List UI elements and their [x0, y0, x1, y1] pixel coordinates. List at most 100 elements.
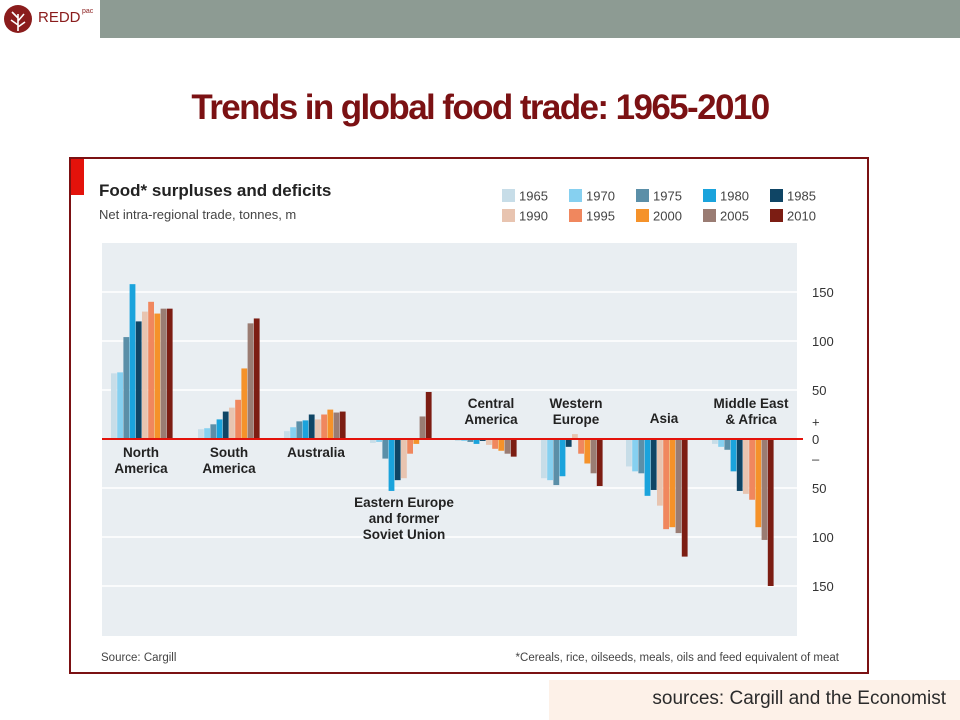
bar-1975-4 [467, 439, 474, 442]
bar-2010-3 [425, 391, 432, 439]
legend-swatch-2000 [636, 209, 649, 222]
legend-label-1970: 1970 [586, 189, 615, 204]
legend-swatch-1990 [502, 209, 515, 222]
slide-title: Trends in global food trade: 1965-2010 [191, 88, 770, 127]
bar-1980-5 [559, 439, 566, 477]
top-bar: REDD pac [0, 0, 960, 38]
legend-swatch-2010 [770, 209, 783, 222]
logo-superscript: pac [82, 8, 94, 15]
bar-1985-6 [650, 439, 657, 490]
category-label: South [210, 445, 248, 460]
chart-footnote: *Cereals, rice, oilseeds, meals, oils an… [516, 652, 840, 664]
category-label: Western [549, 396, 602, 411]
bar-1975-7 [724, 439, 731, 450]
category-label: and former [369, 511, 440, 526]
bar-1995-4 [492, 439, 498, 449]
bar-1985-7 [736, 439, 743, 491]
legend-label-2000: 2000 [653, 209, 682, 224]
bar-1965-2 [284, 431, 290, 439]
bar-1995-3 [407, 439, 413, 454]
category-label: Asia [650, 411, 679, 426]
chart-accent-tab [71, 159, 84, 195]
legend-label-1965: 1965 [519, 189, 548, 204]
category-label: Middle East [713, 396, 789, 411]
bar-1995-5 [578, 439, 584, 454]
bar-1970-6 [632, 439, 638, 472]
bar-1970-7 [718, 439, 724, 447]
legend-swatch-1995 [569, 209, 582, 222]
source-note-text: sources: Cargill and the Economist [652, 688, 946, 709]
y-tick-label: 150 [812, 285, 834, 300]
chart-title: Food* surpluses and deficits [99, 181, 331, 200]
bar-2000-3 [413, 439, 420, 444]
logo: REDD pac [0, 0, 100, 38]
bar-1990-7 [743, 439, 749, 494]
category-label: Europe [553, 412, 600, 427]
bar-1995-6 [663, 439, 669, 530]
bar-1980-4 [473, 439, 480, 444]
bar-2010-1 [253, 318, 260, 439]
bar-1975-5 [553, 439, 560, 486]
bar-1965-1 [198, 429, 204, 439]
legend-swatch-1985 [770, 189, 783, 202]
category-label: Eastern Europe [354, 495, 454, 510]
legend-swatch-1975 [636, 189, 649, 202]
bar-1980-1 [216, 419, 223, 439]
bar-1990-2 [315, 419, 321, 439]
bar-1980-0 [129, 284, 136, 439]
bar-2005-6 [675, 439, 682, 534]
chart-frame: Food* surpluses and deficits Net intra-r… [69, 157, 869, 674]
bar-1995-7 [749, 439, 755, 500]
bar-2005-2 [333, 412, 340, 439]
bar-1995-0 [148, 301, 154, 439]
category-label: Soviet Union [363, 527, 446, 542]
y-tick-label: 50 [812, 383, 826, 398]
redd-pac-logo-icon [4, 5, 32, 33]
bar-1970-1 [204, 428, 210, 439]
bar-1990-5 [572, 434, 578, 439]
bar-2000-0 [154, 313, 161, 439]
bar-1990-1 [229, 407, 235, 439]
legend-label-1985: 1985 [787, 189, 816, 204]
bar-2010-7 [767, 439, 774, 586]
bar-1965-3 [370, 439, 376, 443]
y-sign-plus: + [812, 414, 820, 429]
legend-swatch-1980 [703, 189, 716, 202]
bar-2000-6 [669, 439, 676, 528]
bar-1970-2 [290, 427, 296, 439]
legend-label-2005: 2005 [720, 209, 749, 224]
bar-1975-0 [123, 337, 130, 439]
bar-2005-5 [590, 439, 597, 474]
bar-1970-0 [117, 372, 123, 439]
logo-text: REDD [38, 9, 81, 26]
legend-label-2010: 2010 [787, 209, 816, 224]
chart-subtitle: Net intra-regional trade, tonnes, m [99, 207, 296, 222]
legend-swatch-1965 [502, 189, 515, 202]
bar-1965-5 [541, 439, 547, 479]
bar-2005-3 [419, 416, 426, 439]
bar-1975-1 [210, 424, 217, 439]
bar-1965-0 [111, 373, 117, 439]
bar-2010-2 [339, 411, 346, 439]
bar-2005-7 [761, 439, 768, 540]
bar-2005-4 [504, 439, 511, 454]
category-label: Central [468, 396, 515, 411]
bar-2005-0 [160, 308, 167, 439]
bar-2010-0 [166, 308, 173, 439]
bar-1990-3 [401, 439, 407, 479]
bar-1985-5 [565, 439, 572, 447]
category-label: America [202, 461, 256, 476]
category-label: North [123, 445, 159, 460]
legend-label-1975: 1975 [653, 189, 682, 204]
legend-label-1995: 1995 [586, 209, 615, 224]
bar-2005-1 [247, 323, 254, 439]
bar-1975-6 [638, 439, 645, 474]
bar-2010-6 [681, 439, 688, 557]
y-sign-minus: – [812, 452, 820, 467]
bar-1985-0 [135, 321, 142, 439]
bar-2000-1 [241, 368, 248, 439]
legend-swatch-2005 [703, 209, 716, 222]
bar-1970-3 [376, 439, 382, 442]
legend-label-1980: 1980 [720, 189, 749, 204]
bar-2000-4 [498, 439, 505, 451]
